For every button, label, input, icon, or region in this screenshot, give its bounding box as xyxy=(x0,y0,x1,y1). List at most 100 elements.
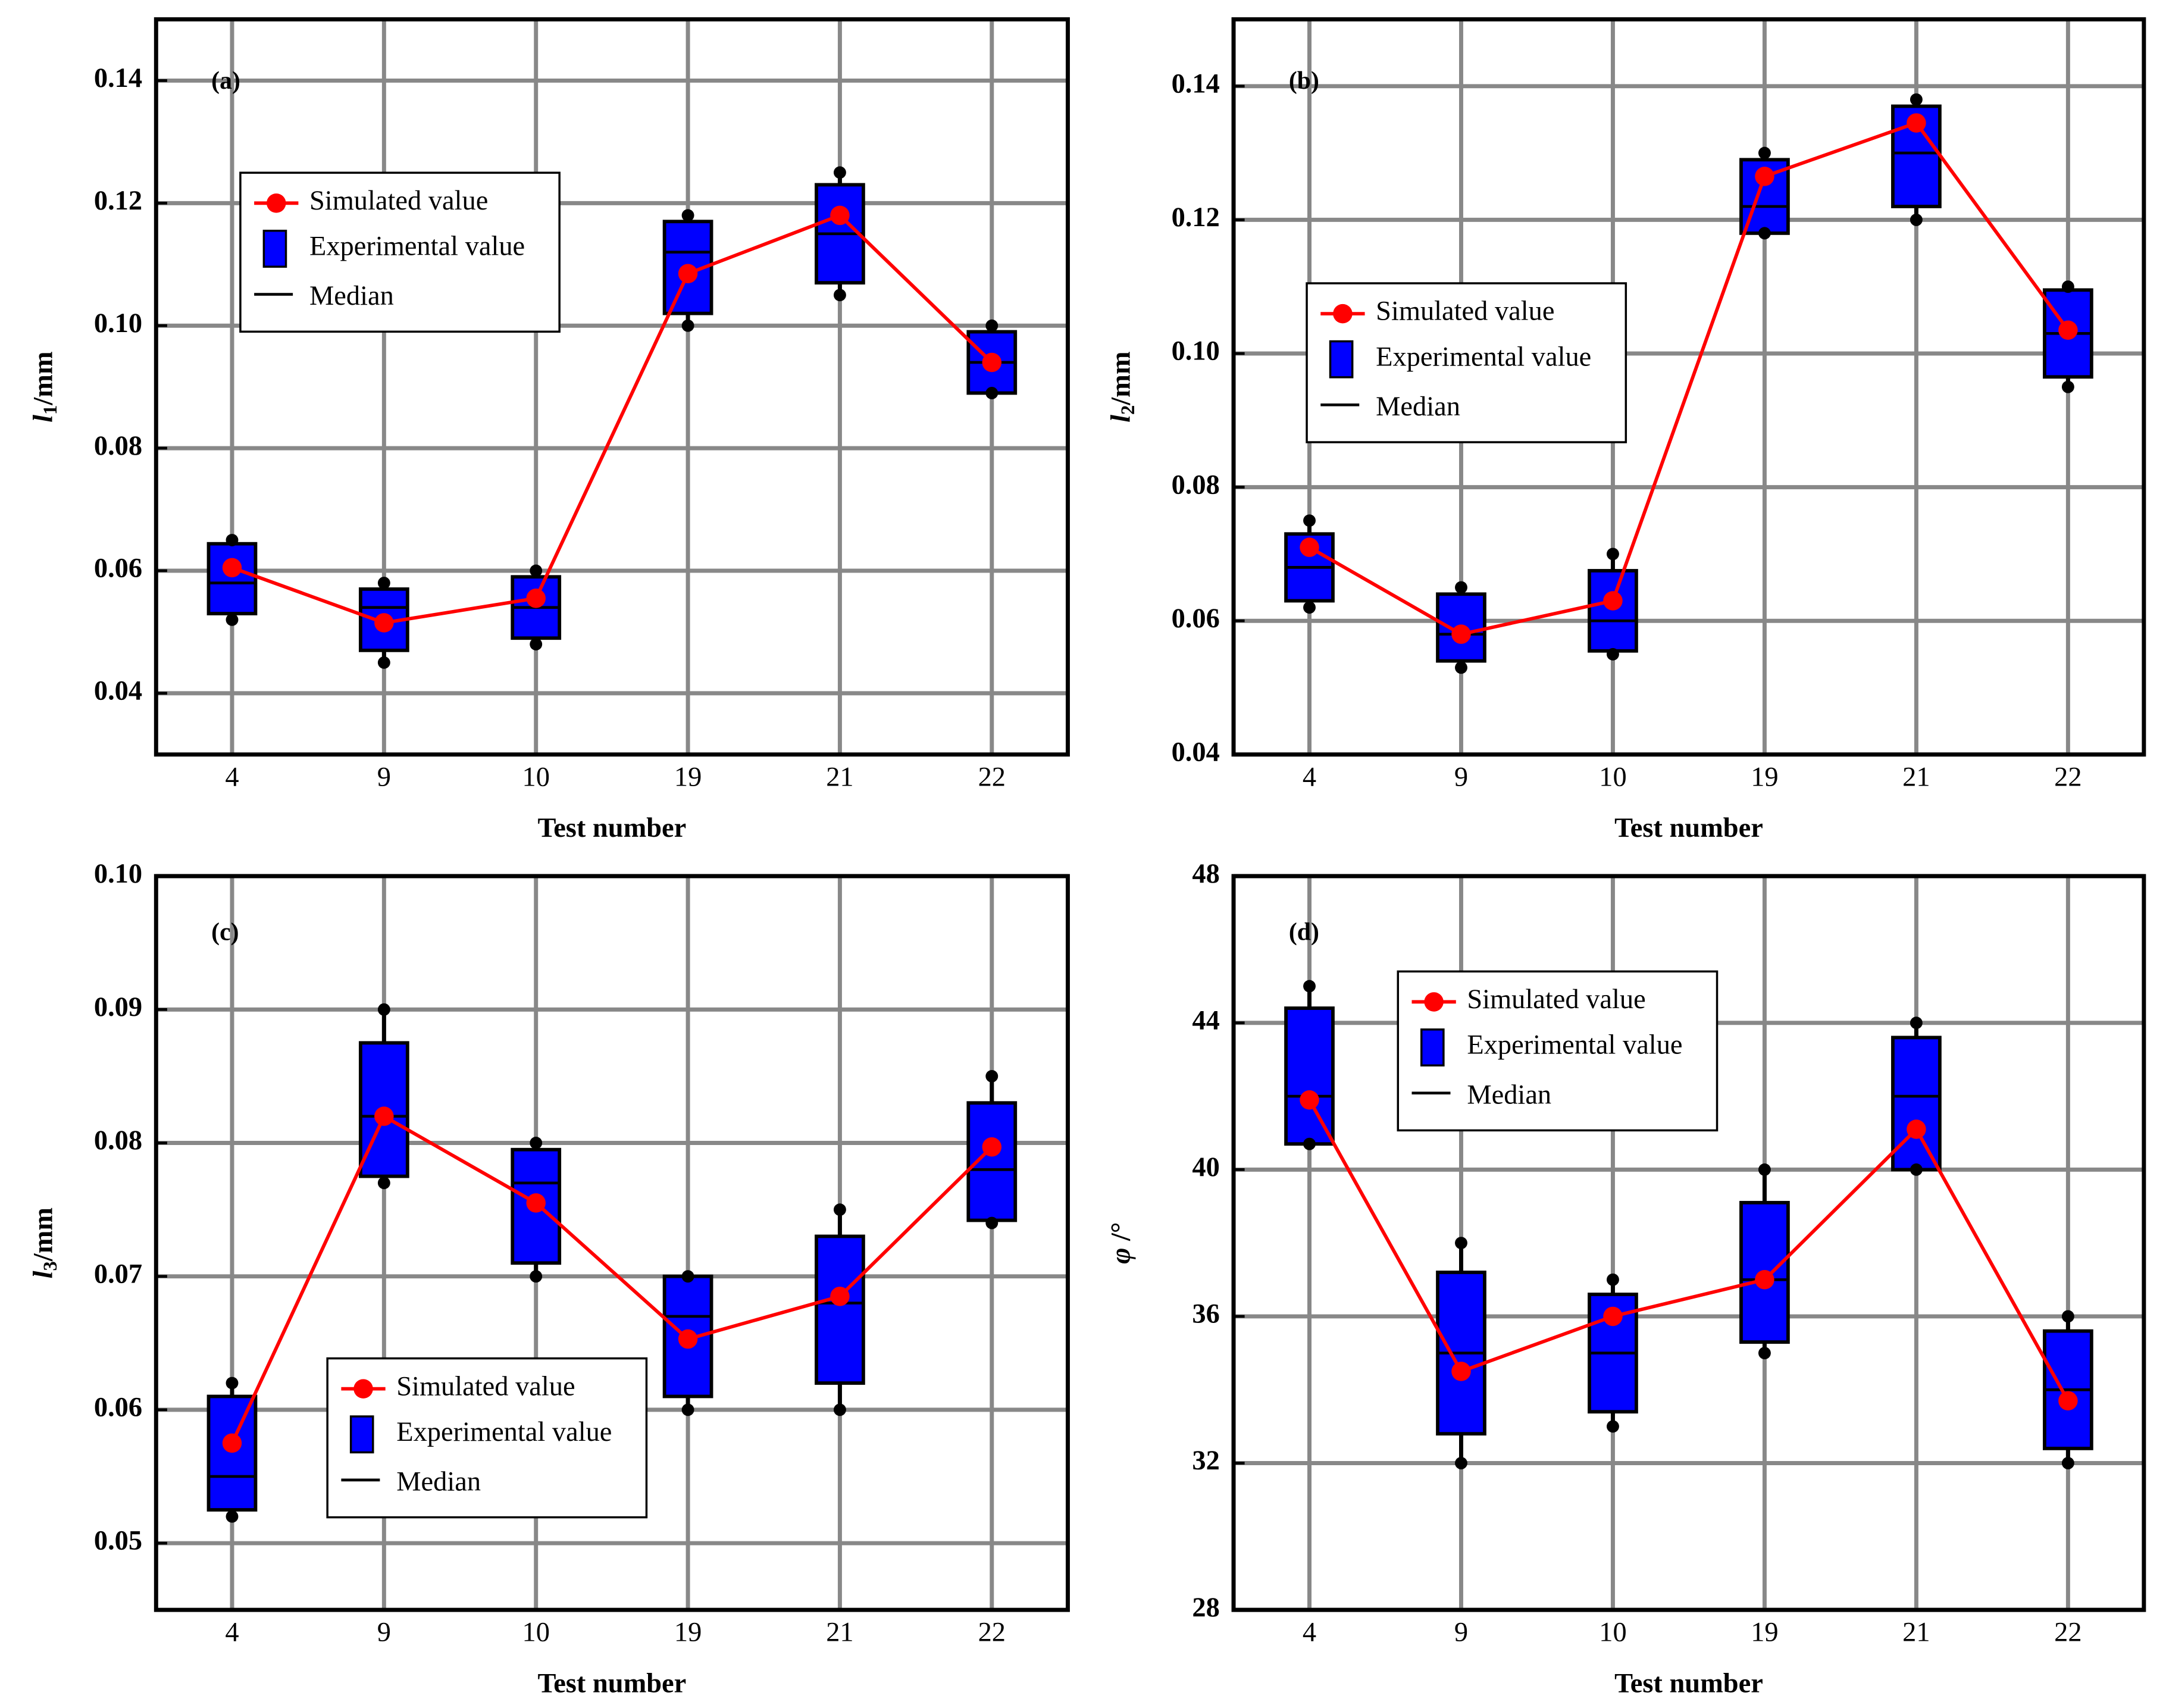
whisker-max xyxy=(1607,548,1619,561)
whisker-min xyxy=(530,638,543,650)
x-axis-title: Test number xyxy=(1614,813,1763,843)
x-tick-label: 9 xyxy=(1454,1618,1468,1648)
x-axis-title: Test number xyxy=(538,1669,687,1699)
y-axis-symbol: l xyxy=(28,1271,58,1278)
legend-label: Simulated value xyxy=(1376,296,1554,327)
x-tick-label: 21 xyxy=(826,1618,853,1648)
plot-frame xyxy=(154,17,1070,757)
simulated-point xyxy=(1907,113,1926,133)
y-tick-label: 0.06 xyxy=(94,553,142,584)
simulated-point xyxy=(678,264,698,283)
y-tick-label: 0.06 xyxy=(94,1393,142,1423)
whisker-min xyxy=(1455,1457,1467,1469)
panel-label: (d) xyxy=(1289,918,1319,946)
whisker-min xyxy=(377,1177,390,1190)
y-axis-unit: /mm xyxy=(28,351,58,405)
y-axis-title: l3/mm xyxy=(28,1208,61,1278)
y-axis-unit: /mm xyxy=(1106,351,1136,405)
y-axis-title: l2/mm xyxy=(1106,351,1139,422)
plot-frame xyxy=(1231,874,2146,1612)
y-axis-subscript: 3 xyxy=(40,1261,62,1271)
y-tick-label: 0.06 xyxy=(1172,603,1220,634)
simulated-line xyxy=(1309,121,2070,636)
whisker-max xyxy=(377,577,390,590)
legend-marker xyxy=(1424,992,1444,1012)
whisker-min xyxy=(985,1216,999,1230)
legend-marker xyxy=(353,1379,373,1399)
x-tick-label: 19 xyxy=(1751,762,1778,792)
whisker-max xyxy=(985,319,999,332)
x-tick-label: 22 xyxy=(978,762,1006,792)
y-axis-subscript: 2 xyxy=(1118,405,1139,415)
simulated-line xyxy=(231,213,993,625)
legend-label: Median xyxy=(309,281,394,311)
x-tick-label: 4 xyxy=(1303,762,1316,792)
y-tick-label: 0.04 xyxy=(1172,737,1220,767)
y-axis-unit: /mm xyxy=(28,1208,58,1262)
whisker-max xyxy=(1758,146,1771,159)
plot-frame xyxy=(154,874,1070,1612)
whisker-max xyxy=(1455,1237,1467,1250)
box xyxy=(1739,1200,1790,1344)
simulated-point xyxy=(526,1193,546,1213)
y-axis-symbol: l xyxy=(28,415,58,423)
panel: 28 32 36 40 44 48 4 9 10 19 21 22 Test number (d) φ /°… xyxy=(1106,859,2146,1699)
legend-marker xyxy=(1329,340,1354,378)
y-tick-label: 0.14 xyxy=(94,63,142,93)
y-axis-title: l1/mm xyxy=(28,351,61,422)
whisker-max xyxy=(530,564,543,577)
y-tick-label: 0.07 xyxy=(94,1259,142,1289)
y-tick-label: 0.08 xyxy=(1172,470,1220,500)
whisker-max xyxy=(1910,1016,1923,1030)
box xyxy=(1588,569,1638,653)
x-tick-label: 9 xyxy=(1454,762,1468,792)
y-axis-title: φ /° xyxy=(1106,1222,1136,1264)
x-tick-label: 19 xyxy=(674,762,702,792)
y-tick-label: 28 xyxy=(1192,1593,1219,1623)
simulated-point xyxy=(222,558,242,578)
whisker-min xyxy=(377,656,390,669)
y-tick-label: 0.08 xyxy=(94,1125,142,1156)
simulated-point xyxy=(1755,167,1774,186)
y-tick-label: 48 xyxy=(1192,859,1219,889)
x-tick-label: 9 xyxy=(377,762,391,792)
simulated-point xyxy=(1755,1270,1774,1290)
whisker-min xyxy=(1455,661,1467,674)
whisker-max xyxy=(1303,980,1316,993)
whisker-max xyxy=(681,209,694,222)
whisker-min xyxy=(1910,1163,1923,1176)
whisker-max xyxy=(1303,514,1316,527)
x-tick-label: 10 xyxy=(522,1618,550,1648)
y-axis-unit: /° xyxy=(1106,1222,1136,1248)
simulated-point xyxy=(982,352,1002,373)
simulated-line xyxy=(230,1113,993,1444)
box xyxy=(1891,1036,1942,1172)
x-tick-label: 22 xyxy=(2054,1618,2082,1648)
whisker-max xyxy=(1910,93,1923,106)
panel: 0.04 0.06 0.08 0.10 0.12 0.14 4 9 10 19 21 22 Test n… xyxy=(1106,17,2146,843)
panel-label: (c) xyxy=(211,918,239,946)
y-tick-label: 0.10 xyxy=(1172,336,1220,367)
x-tick-label: 4 xyxy=(1303,1618,1316,1648)
x-tick-label: 19 xyxy=(1751,1618,1778,1648)
y-axis-symbol: φ xyxy=(1106,1248,1136,1264)
whisker-max xyxy=(833,166,846,179)
simulated-point xyxy=(1300,537,1319,557)
panel-label: (b) xyxy=(1289,67,1319,95)
simulated-point xyxy=(982,1137,1002,1157)
x-tick-label: 21 xyxy=(1902,1618,1930,1648)
legend-marker xyxy=(349,1415,374,1454)
legend-label: Experimental value xyxy=(396,1417,612,1447)
x-tick-label: 4 xyxy=(225,1618,239,1648)
whisker-min xyxy=(530,1270,543,1283)
simulated-point xyxy=(374,613,394,633)
simulated-point xyxy=(374,1106,394,1126)
legend-label: Median xyxy=(1467,1080,1551,1110)
simulated-point xyxy=(1451,1362,1471,1381)
y-axis-subscript: 1 xyxy=(40,405,62,415)
legend-label: Simulated value xyxy=(396,1371,575,1402)
whisker-max xyxy=(681,1270,694,1283)
simulated-point xyxy=(1907,1119,1926,1139)
whisker-min xyxy=(833,289,846,302)
